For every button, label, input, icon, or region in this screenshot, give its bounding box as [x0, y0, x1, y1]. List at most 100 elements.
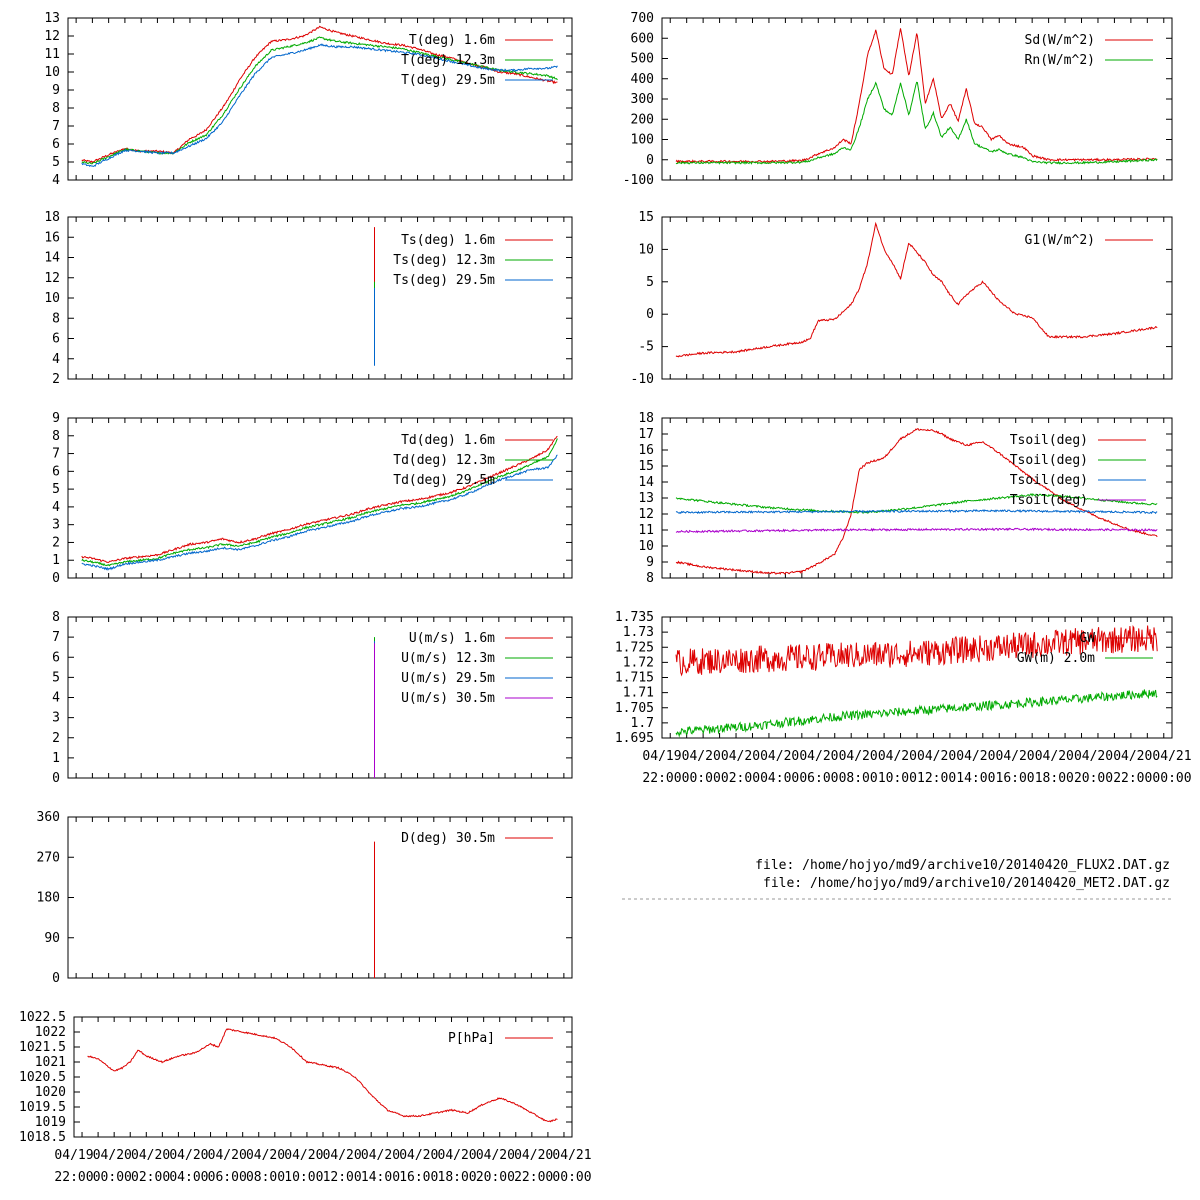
x-tick-label-time: 00:00 [552, 1170, 591, 1185]
y-tick-label: 15 [638, 210, 654, 225]
y-tick-label: 1019.5 [19, 1100, 66, 1115]
x-tick-label-time: 20:00 [476, 1170, 515, 1185]
x-tick-label-time: 12:00 [323, 1170, 362, 1185]
x-tick-label-date: 04/20 [721, 749, 760, 764]
plot-frame [661, 17, 1173, 181]
series-line-t-0 [81, 25, 558, 164]
y-tick-label: 0 [52, 971, 60, 986]
legend-label: D(deg) 30.5m [401, 831, 495, 846]
legend-label: T(deg) 1.6m [409, 33, 495, 48]
panel-t: 4 5 6 7 8 9 10 11 12 13 T(deg) 1.6m T(deg) 12.3m T(d… [44, 11, 573, 188]
x-tick-label-time: 06:00 [799, 771, 838, 786]
y-tick-label: 10 [44, 65, 60, 80]
series-line-tsoil-2 [675, 509, 1158, 515]
x-tick-label-time: 16:00 [996, 771, 1035, 786]
y-tick-label: 7 [52, 119, 60, 134]
y-tick-label: 18 [44, 210, 60, 225]
series-line-tsoil-0 [675, 428, 1158, 575]
legend-label: Ts(deg) 1.6m [401, 233, 495, 248]
y-tick-label: 1.73 [623, 625, 654, 640]
y-tick-label: 12 [44, 271, 60, 286]
panel-gw: 1.6951.71.7051.711.7151.721.7251.731.735… [615, 610, 1192, 786]
x-tick-label-date: 04/20 [1113, 749, 1152, 764]
y-tick-label: 1019 [35, 1115, 66, 1130]
series-line-td-0 [81, 435, 558, 564]
x-tick-label-date: 04/20 [682, 749, 721, 764]
x-tick-label-time: 22:00 [514, 1170, 553, 1185]
x-tick-label-time: 02:00 [131, 1170, 170, 1185]
y-tick-label: 1020 [35, 1085, 66, 1100]
x-tick-label-time: 22:00 [54, 1170, 93, 1185]
legend-label: Rn(W/m^2) [1025, 53, 1095, 68]
y-tick-label: 1.695 [615, 731, 654, 746]
x-tick-label-date: 04/20 [514, 1148, 553, 1163]
x-tick-label-date: 04/20 [131, 1148, 170, 1163]
y-tick-label: 2 [52, 731, 60, 746]
y-tick-label: 9 [52, 83, 60, 98]
plot-frame [661, 417, 1173, 579]
series-line-tsoil-1 [675, 492, 1158, 514]
legend-label: Ts(deg) 29.5m [393, 273, 495, 288]
y-tick-label: 6 [52, 137, 60, 152]
y-tick-label: 1.7 [631, 716, 654, 731]
x-tick-label-time: 20:00 [1074, 771, 1113, 786]
y-tick-label: 2 [52, 372, 60, 387]
plot-frame [661, 216, 1173, 380]
y-tick-label: 1022 [35, 1025, 66, 1040]
legend-label: U(m/s) 1.6m [409, 631, 495, 646]
y-tick-label: 1.705 [615, 701, 654, 716]
y-tick-label: 1018.5 [19, 1130, 66, 1145]
y-tick-label: 1021.5 [19, 1040, 66, 1055]
plot-frame [73, 1016, 573, 1138]
series-line-td-2 [81, 454, 558, 571]
y-tick-label: 3 [52, 711, 60, 726]
panel-g1: -10 -5 0 5 10 15 G1(W/m^2) [631, 210, 1173, 387]
legend-label: Tsoil(deg) [1010, 493, 1088, 508]
y-tick-label: 12 [44, 29, 60, 44]
legend-label: T(deg) 29.5m [401, 73, 495, 88]
legend-label: Td(deg) 12.3m [393, 453, 495, 468]
plot-frame [67, 17, 573, 181]
file-line-met: file: /home/hojyo/md9/archive10/20140420… [763, 876, 1170, 891]
series-line-sd-0 [675, 28, 1158, 164]
y-tick-label: 0 [646, 307, 654, 322]
y-tick-label: 1020.5 [19, 1070, 66, 1085]
panel-d: 0 90 180 270 360 D(deg) 30.5m [37, 810, 573, 986]
y-tick-label: 1.715 [615, 671, 654, 686]
y-tick-label: -100 [623, 173, 654, 188]
plot-frame [67, 816, 573, 979]
x-tick-label-date: 04/20 [93, 1148, 132, 1163]
legend-label: Td(deg) 29.5m [393, 473, 495, 488]
x-tick-label-date: 04/21 [1152, 749, 1191, 764]
legend-label: U(m/s) 12.3m [401, 651, 495, 666]
x-tick-label-date: 04/20 [246, 1148, 285, 1163]
legend-label: Tsoil(deg) [1010, 473, 1088, 488]
x-tick-label-time: 04:00 [169, 1170, 208, 1185]
y-tick-label: 0 [52, 571, 60, 586]
x-tick-label-time: 14:00 [956, 771, 995, 786]
x-tick-label-time: 18:00 [438, 1170, 477, 1185]
y-tick-label: 10 [638, 242, 654, 257]
y-tick-label: 0 [52, 771, 60, 786]
file-info: file: /home/hojyo/md9/archive10/20140420… [622, 858, 1172, 900]
legend-label: U(m/s) 29.5m [401, 671, 495, 686]
y-tick-label: 500 [631, 52, 654, 67]
x-tick-label-date: 04/19 [54, 1148, 93, 1163]
series-line-sd-1 [675, 81, 1158, 165]
y-tick-label: 8 [52, 101, 60, 116]
x-tick-label-date: 04/20 [438, 1148, 477, 1163]
x-tick-label-time: 00:00 [682, 771, 721, 786]
y-tick-label: 14 [44, 251, 60, 266]
x-tick-label-date: 04/20 [208, 1148, 247, 1163]
y-tick-label: 6 [52, 464, 60, 479]
x-tick-label-time: 12:00 [917, 771, 956, 786]
panel-sd: -100 0 100 200 300 400 500 600 700 Sd(W/m^2) Rn(W/… [623, 11, 1173, 188]
x-tick-label-time: 16:00 [399, 1170, 438, 1185]
plot-frame [67, 216, 573, 380]
y-tick-label: 7 [52, 630, 60, 645]
series-line-tsoil-3 [675, 527, 1158, 534]
panel-td: 0 1 2 3 4 5 6 7 8 9 Td(deg) 1.6m Td(deg) 12.3m Td(de… [52, 411, 573, 586]
y-tick-label: 6 [52, 332, 60, 347]
panel-ts: 2 4 6 8 10 12 14 16 18 Ts(deg) 1.6m Ts(deg) 12.3m T… [44, 210, 573, 387]
